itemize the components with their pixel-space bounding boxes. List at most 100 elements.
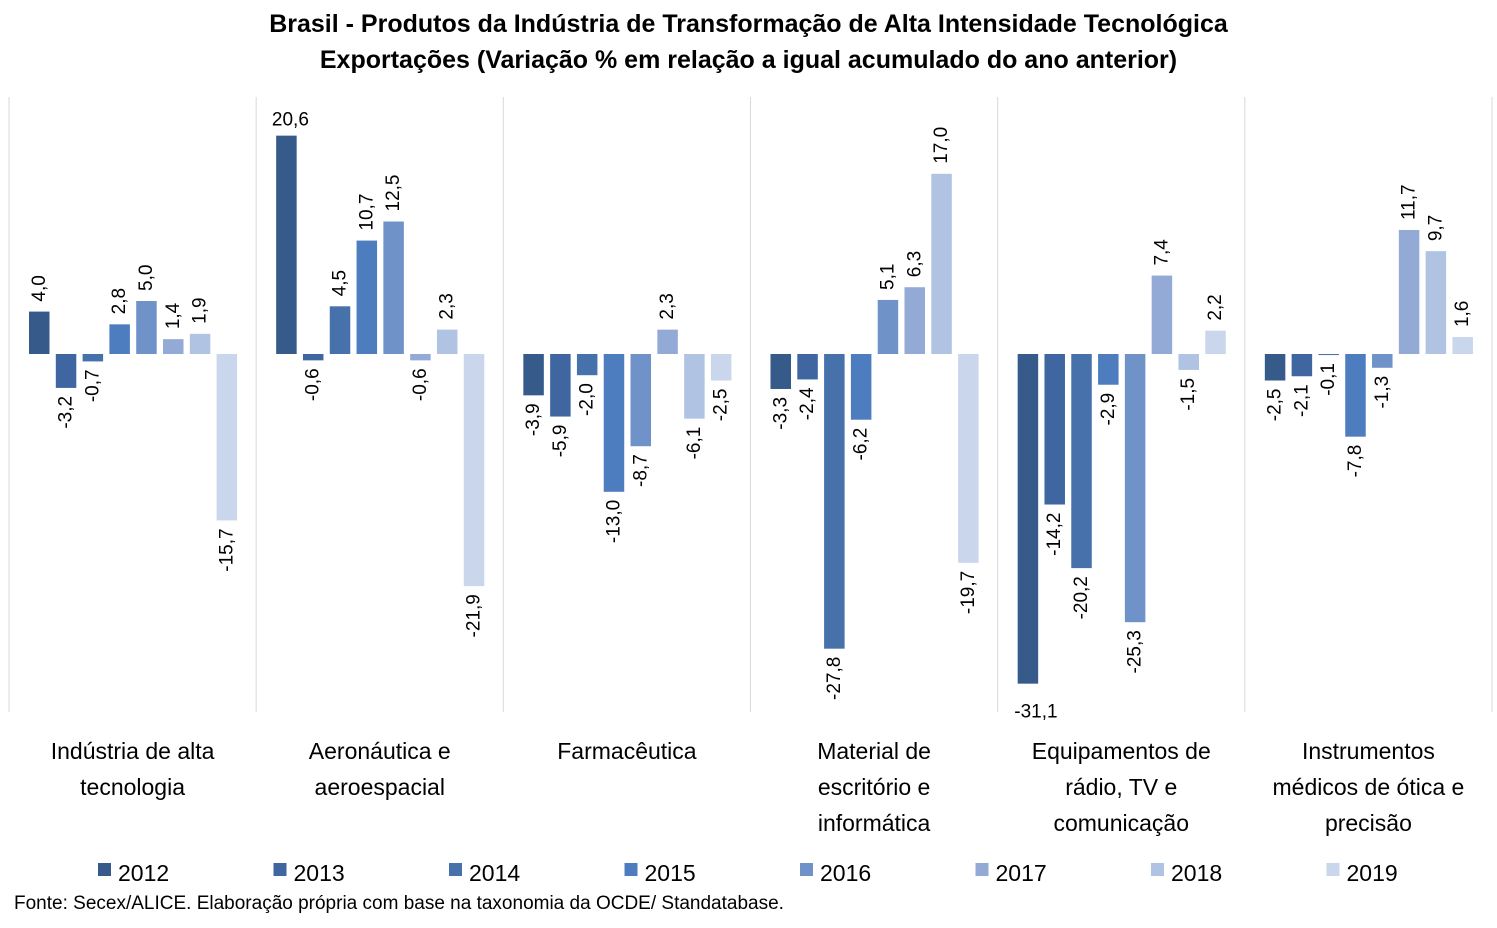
value-label: 17,0 xyxy=(931,127,952,164)
bar-2012-0 xyxy=(29,311,50,354)
bar-2016-4 xyxy=(1124,354,1146,623)
bar-2016-3 xyxy=(877,299,899,354)
value-label: -3,9 xyxy=(523,403,544,436)
category-label: precisão xyxy=(1325,810,1412,836)
bar-2016-0 xyxy=(136,301,157,354)
value-label: 5,0 xyxy=(136,265,157,291)
bar-2013-2 xyxy=(550,354,571,417)
legend-swatch-2013 xyxy=(273,863,287,876)
value-label: 2,2 xyxy=(1205,294,1226,320)
value-label: 5,1 xyxy=(877,264,898,290)
value-label: -31,1 xyxy=(1014,702,1057,723)
value-label: 1,6 xyxy=(1452,301,1473,327)
legend: 2012 2013 2014 2015 2016 2017 2018 2019 xyxy=(98,860,1398,886)
value-label: 20,6 xyxy=(272,110,309,131)
category-label: comunicação xyxy=(1053,810,1189,836)
value-label: -13,0 xyxy=(603,500,624,543)
category-labels: Indústria de alta tecnologia Aeronáutica e… xyxy=(51,738,1465,836)
value-label: -7,8 xyxy=(1345,445,1366,478)
value-label: -2,4 xyxy=(797,387,818,420)
bar-2019-1 xyxy=(463,354,485,587)
legend-swatch-2018 xyxy=(1151,863,1164,876)
value-label: -21,9 xyxy=(464,594,485,637)
category-label: aeroespacial xyxy=(315,774,445,800)
legend-label-2015: 2015 xyxy=(645,860,696,886)
bar-2012-5 xyxy=(1264,354,1286,381)
legend-swatch-2015 xyxy=(624,863,638,876)
category-label: Material de xyxy=(817,738,931,764)
value-label: -3,2 xyxy=(56,396,77,429)
bar-2014-5 xyxy=(1318,354,1339,356)
value-label: -15,7 xyxy=(216,528,237,571)
value-label: 11,7 xyxy=(1399,184,1420,220)
bar-2015-4 xyxy=(1098,354,1119,385)
value-label: -27,8 xyxy=(824,657,845,700)
value-label: 1,4 xyxy=(163,302,184,329)
bar-2017-2 xyxy=(657,329,678,354)
value-label: -3,3 xyxy=(770,397,791,430)
category-label: escritório e xyxy=(818,774,930,800)
value-label: -2,0 xyxy=(577,383,598,416)
bar-2013-1 xyxy=(302,354,324,361)
bar-2014-3 xyxy=(824,354,845,649)
legend-swatch-2017 xyxy=(975,863,989,876)
value-label: -5,9 xyxy=(550,425,571,458)
bar-2015-3 xyxy=(850,354,872,420)
value-label: 4,5 xyxy=(330,270,351,296)
bar-2019-4 xyxy=(1205,330,1226,354)
legend-swatch-2012 xyxy=(98,863,111,876)
bar-2012-2 xyxy=(523,354,544,396)
category-label: médicos de ótica e xyxy=(1273,774,1465,800)
legend-label-2017: 2017 xyxy=(996,860,1047,886)
value-label: -0,7 xyxy=(82,369,103,402)
bar-2015-5 xyxy=(1345,354,1366,437)
value-label: -2,5 xyxy=(711,389,732,422)
bar-2014-4 xyxy=(1071,354,1092,569)
bar-2017-4 xyxy=(1151,275,1173,354)
bar-2014-2 xyxy=(576,354,598,376)
category-separators xyxy=(8,97,1493,712)
value-label: -0,6 xyxy=(410,368,431,401)
bar-2015-1 xyxy=(356,240,378,354)
chart-title: Brasil - Produtos da Indústria de Transf… xyxy=(0,6,1497,78)
legend-label-2014: 2014 xyxy=(469,860,520,886)
bar-2019-5 xyxy=(1452,337,1473,354)
value-label: -6,2 xyxy=(851,428,872,461)
bar-2017-0 xyxy=(163,339,184,354)
bar-2016-1 xyxy=(383,221,404,354)
category-label: Indústria de alta xyxy=(51,738,215,764)
bar-labels: 4,0 20,6 -3,9 -3,3 -31,1 -2,5 -3,2 -0,6 -5,9 -2,4… xyxy=(29,110,1473,723)
value-label: 4,0 xyxy=(29,275,50,301)
bar-2019-0 xyxy=(216,354,238,521)
value-label: -1,3 xyxy=(1372,376,1393,409)
value-label: -2,5 xyxy=(1265,389,1286,422)
bar-2016-2 xyxy=(630,354,652,447)
legend-swatch-2016 xyxy=(800,863,813,876)
bar-2015-2 xyxy=(603,354,625,492)
value-label: 10,7 xyxy=(356,194,377,231)
legend-label-2013: 2013 xyxy=(294,860,345,886)
legend-swatch-2019 xyxy=(1326,863,1340,876)
bar-2012-4 xyxy=(1017,354,1039,684)
bar-2017-3 xyxy=(904,287,925,354)
bar-2017-1 xyxy=(410,354,431,361)
bar-2018-2 xyxy=(684,354,705,419)
bars xyxy=(29,135,1473,684)
bar-2014-1 xyxy=(329,306,351,354)
legend-swatch-2014 xyxy=(449,863,462,876)
legend-label-2018: 2018 xyxy=(1171,860,1222,886)
value-label: 6,3 xyxy=(904,251,925,277)
chart-title-line-2: Exportações (Variação % em relação a igu… xyxy=(319,46,1178,74)
bar-2018-0 xyxy=(189,333,211,354)
value-label: 2,3 xyxy=(657,293,678,319)
value-label: -19,7 xyxy=(958,571,979,614)
value-label: 9,7 xyxy=(1425,215,1446,241)
value-label: 2,3 xyxy=(437,293,458,319)
bar-2019-2 xyxy=(710,354,732,381)
value-label: -2,1 xyxy=(1291,384,1312,417)
bar-2018-5 xyxy=(1425,251,1447,354)
legend-label-2016: 2016 xyxy=(820,860,871,886)
value-label: 7,4 xyxy=(1151,239,1172,266)
bar-2019-3 xyxy=(958,354,979,563)
